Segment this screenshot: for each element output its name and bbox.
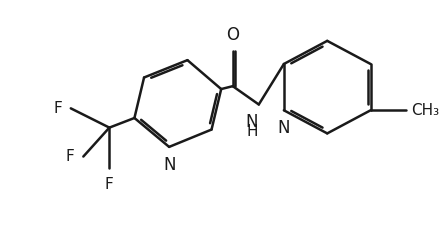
Text: N: N — [163, 156, 175, 174]
Text: N: N — [246, 113, 258, 131]
Text: F: F — [105, 177, 114, 192]
Text: CH₃: CH₃ — [411, 103, 439, 118]
Text: N: N — [278, 119, 290, 137]
Text: F: F — [53, 101, 62, 116]
Text: H: H — [246, 124, 258, 139]
Text: F: F — [66, 149, 75, 164]
Text: O: O — [226, 26, 239, 44]
